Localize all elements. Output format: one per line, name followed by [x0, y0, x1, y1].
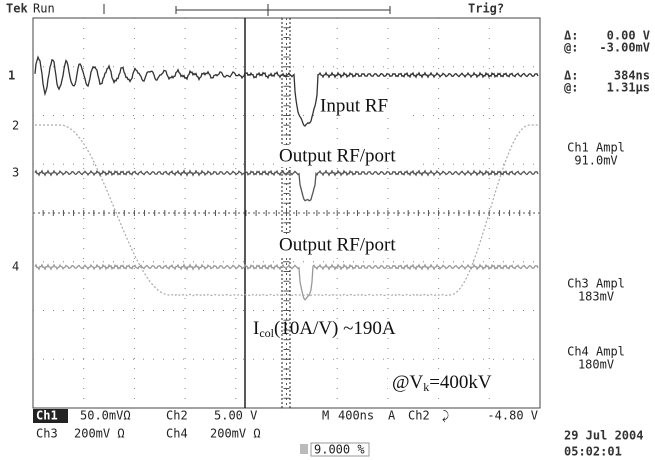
footer-text: Ch4 [166, 427, 188, 441]
measurement-label: Ch4 Ampl [567, 345, 625, 359]
text: @V [392, 372, 423, 393]
footer-text: 400ns [338, 409, 374, 423]
annotation: Output RF/port [279, 145, 396, 166]
trigger-status: Trig? [468, 2, 504, 16]
text: =400kV [429, 372, 492, 393]
background [0, 0, 655, 460]
footer-text: 5.00 V [214, 409, 257, 423]
footer-text: Ch2 [408, 409, 430, 423]
annotation: @Vk=400kV [392, 372, 492, 393]
measurement-label: Ch1 Ampl [567, 141, 625, 155]
oscilloscope-screen: Tek Run Trig? Δ: 0.00 V @: -3.00mV Δ: 38… [0, 0, 655, 460]
measurement-value: 180mV [578, 358, 614, 372]
footer-text: ⤸ [442, 409, 450, 423]
readout-value: 1.31µs [607, 81, 650, 95]
time: 05:02:01 [564, 445, 622, 459]
footer-text: Ch1 [36, 409, 58, 423]
readout-symbol: @: [564, 81, 578, 95]
footer-text: 9.000 % [314, 443, 365, 457]
readout-value: -3.00mV [599, 41, 650, 55]
ch4-marker: 4 [12, 260, 19, 274]
text: (10A/V) ~190A [274, 318, 396, 339]
annotation: Input RF [320, 95, 388, 116]
ch2-marker: 2 [12, 119, 19, 133]
footer-text: M [322, 409, 329, 423]
footer-text: Ch2 [166, 409, 188, 423]
measurement-value: 183mV [578, 290, 614, 304]
footer-text: A [388, 409, 396, 423]
run-status: Run [33, 2, 55, 16]
date: 29 Jul 2004 [564, 429, 643, 443]
position-icon [300, 444, 308, 454]
measurement-value: 91.0mV [574, 154, 617, 168]
footer-text: -4.80 V [487, 409, 538, 423]
subscript: col [259, 326, 274, 340]
readout-symbol: @: [564, 41, 578, 55]
ch1-marker: 1 [8, 69, 15, 83]
annotation: Icol(10A/V) ~190A [253, 318, 396, 339]
footer-text: Ch3 [36, 427, 58, 441]
footer-text: 200mV Ω [210, 427, 261, 441]
footer-text: 200mV Ω [74, 427, 125, 441]
footer-text: 50.0mVΩ [80, 409, 131, 423]
brand: Tek [6, 2, 28, 16]
annotation: Output RF/port [279, 234, 396, 255]
measurement-label: Ch3 Ampl [567, 277, 625, 291]
ch3-marker: 3 [12, 166, 19, 180]
